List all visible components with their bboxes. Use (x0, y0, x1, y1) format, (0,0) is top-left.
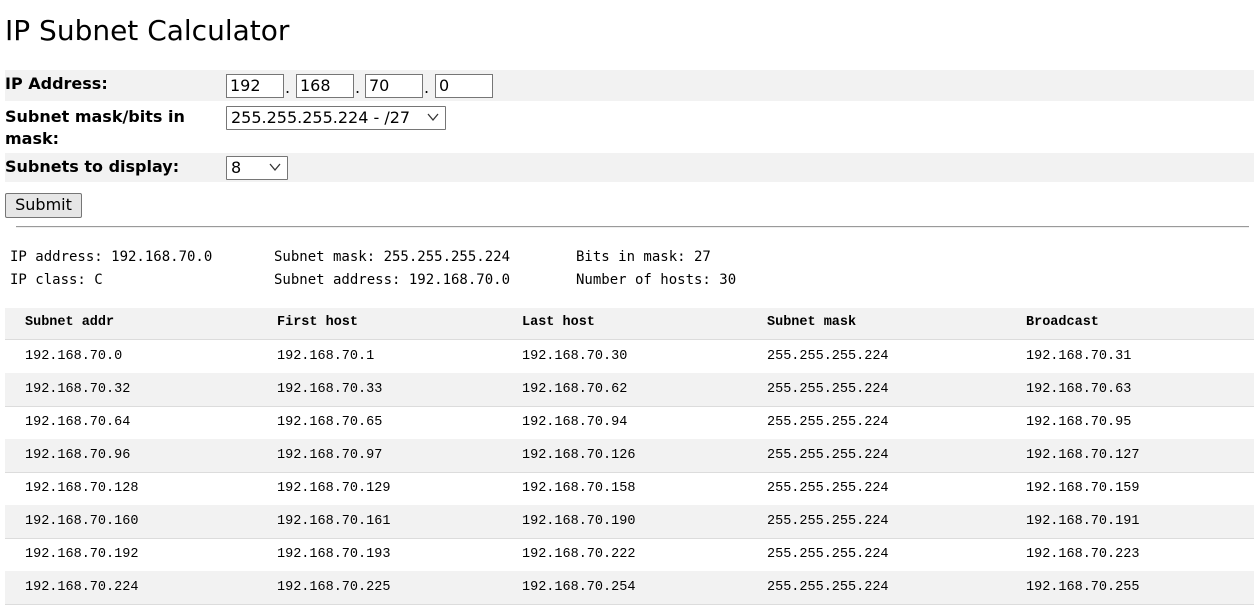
last-host-cell: 192.168.70.222 (522, 547, 636, 562)
last-host-cell: 192.168.70.30 (522, 349, 628, 364)
subnet-mask-select[interactable]: 255.255.255.224 - /27 (226, 106, 446, 130)
subnet-addr-cell: 192.168.70.128 (25, 481, 139, 496)
subnet-addr-cell: 192.168.70.224 (25, 580, 139, 595)
subnets-to-display-value: 8 (231, 158, 242, 177)
first-host-cell: 192.168.70.161 (277, 514, 391, 529)
divider (16, 226, 1249, 228)
subnet-addr-cell: 192.168.70.64 (25, 415, 131, 430)
subnet-addr-cell: 192.168.70.0 (25, 349, 123, 364)
first-host-cell: 192.168.70.193 (277, 547, 391, 562)
summary-number-of-hosts: Number of hosts: 30 (576, 272, 737, 288)
subnet-mask-cell: 255.255.255.224 (767, 415, 889, 430)
first-host-cell: 192.168.70.33 (277, 382, 383, 397)
broadcast-cell: 192.168.70.31 (1026, 349, 1132, 364)
ip-address-label: IP Address: (5, 74, 108, 93)
column-header-first-host: First host (277, 315, 359, 330)
subnet-mask-cell: 255.255.255.224 (767, 514, 889, 529)
last-host-cell: 192.168.70.62 (522, 382, 628, 397)
subnet-mask-cell: 255.255.255.224 (767, 349, 889, 364)
broadcast-cell: 192.168.70.159 (1026, 481, 1140, 496)
ip-separator: . (355, 78, 361, 97)
table-row: 192.168.70.0 192.168.70.1 192.168.70.30 255… (5, 340, 1254, 374)
page-title: IP Subnet Calculator (5, 14, 290, 47)
ip-octet-1-input[interactable]: 192 (226, 74, 284, 98)
chevron-down-icon (269, 163, 281, 172)
first-host-cell: 192.168.70.1 (277, 349, 375, 364)
column-header-broadcast: Broadcast (1026, 315, 1099, 330)
subnets-to-display-label: Subnets to display: (5, 157, 180, 176)
subnet-mask-cell: 255.255.255.224 (767, 580, 889, 595)
last-host-cell: 192.168.70.254 (522, 580, 636, 595)
table-row: 192.168.70.192 192.168.70.193 192.168.70.2… (5, 538, 1254, 572)
ip-address-row (5, 70, 1254, 101)
table-row: 192.168.70.160 192.168.70.161 192.168.70.1… (5, 505, 1254, 539)
subnets-to-display-select[interactable]: 8 (226, 156, 288, 180)
last-host-cell: 192.168.70.126 (522, 448, 636, 463)
subnet-mask-value: 255.255.255.224 - /27 (231, 108, 411, 127)
summary-bits-in-mask: Bits in mask: 27 (576, 249, 711, 265)
ip-octet-2-input[interactable]: 168 (296, 74, 354, 98)
ip-octet-4-input[interactable]: 0 (435, 74, 493, 98)
broadcast-cell: 192.168.70.127 (1026, 448, 1140, 463)
table-row: 192.168.70.96 192.168.70.97 192.168.70.126… (5, 439, 1254, 473)
summary-subnet-mask: Subnet mask: 255.255.255.224 (274, 249, 511, 265)
ip-separator: . (424, 78, 430, 97)
subnet-mask-cell: 255.255.255.224 (767, 448, 889, 463)
column-header-subnet-addr: Subnet addr (25, 315, 115, 330)
broadcast-cell: 192.168.70.63 (1026, 382, 1132, 397)
last-host-cell: 192.168.70.158 (522, 481, 636, 496)
table-row: 192.168.70.32 192.168.70.33 192.168.70.62 2… (5, 373, 1254, 407)
submit-button[interactable]: Submit (5, 193, 82, 218)
subnets-row (5, 153, 1254, 182)
subnet-addr-cell: 192.168.70.96 (25, 448, 131, 463)
broadcast-cell: 192.168.70.95 (1026, 415, 1132, 430)
summary-ip-class: IP class: C (10, 272, 103, 288)
broadcast-cell: 192.168.70.255 (1026, 580, 1140, 595)
subnet-addr-cell: 192.168.70.192 (25, 547, 139, 562)
first-host-cell: 192.168.70.129 (277, 481, 391, 496)
subnet-addr-cell: 192.168.70.32 (25, 382, 131, 397)
ip-octet-3-input[interactable]: 70 (365, 74, 423, 98)
first-host-cell: 192.168.70.97 (277, 448, 383, 463)
broadcast-cell: 192.168.70.191 (1026, 514, 1140, 529)
summary-subnet-address: Subnet address: 192.168.70.0 (274, 272, 511, 288)
broadcast-cell: 192.168.70.223 (1026, 547, 1140, 562)
summary-ip-address: IP address: 192.168.70.0 (10, 249, 213, 265)
subnet-mask-cell: 255.255.255.224 (767, 547, 889, 562)
chevron-down-icon (427, 113, 439, 122)
subnet-mask-cell: 255.255.255.224 (767, 382, 889, 397)
column-header-last-host: Last host (522, 315, 595, 330)
last-host-cell: 192.168.70.190 (522, 514, 636, 529)
first-host-cell: 192.168.70.225 (277, 580, 391, 595)
table-row: 192.168.70.64 192.168.70.65 192.168.70.94 2… (5, 406, 1254, 440)
ip-separator: . (285, 78, 291, 97)
table-header-row: Subnet addr First host Last host Subnet … (5, 308, 1254, 340)
table-row: 192.168.70.128 192.168.70.129 192.168.70.1… (5, 472, 1254, 506)
table-row: 192.168.70.224 192.168.70.225 192.168.70.2… (5, 571, 1254, 605)
first-host-cell: 192.168.70.65 (277, 415, 383, 430)
subnet-addr-cell: 192.168.70.160 (25, 514, 139, 529)
subnet-mask-cell: 255.255.255.224 (767, 481, 889, 496)
column-header-subnet-mask: Subnet mask (767, 315, 857, 330)
subnet-mask-label: Subnet mask/bits in mask: (5, 107, 185, 148)
last-host-cell: 192.168.70.94 (522, 415, 628, 430)
